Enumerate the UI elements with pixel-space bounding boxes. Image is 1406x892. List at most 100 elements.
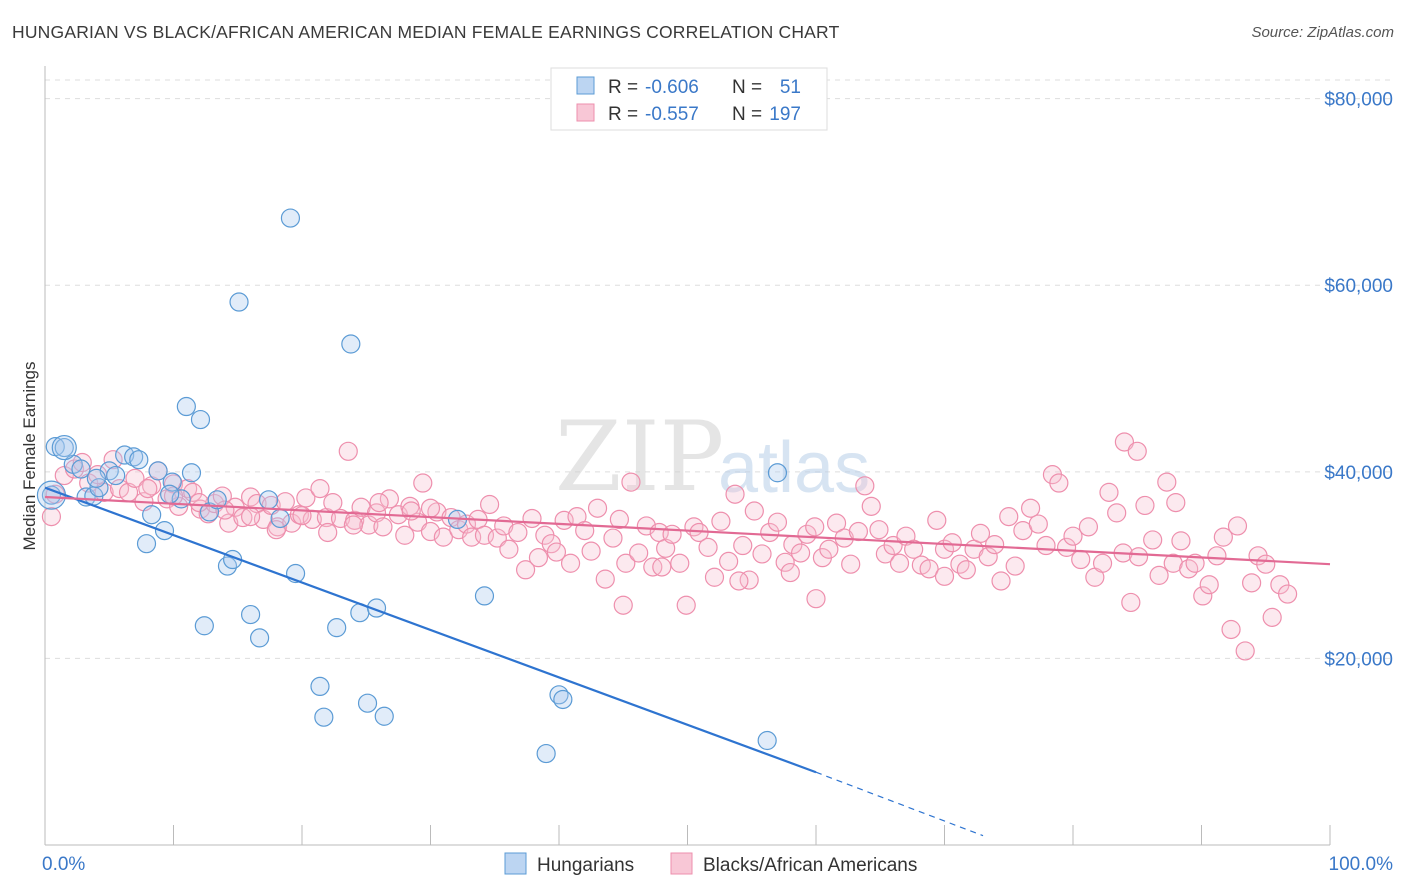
source-label: Source: ZipAtlas.com (1251, 24, 1394, 41)
hungarians-point-37 (341, 334, 361, 354)
hungarians-point-9 (106, 465, 126, 486)
trend-lines (44, 486, 1331, 837)
blacks-point-0 (41, 507, 62, 527)
blacks-point-128 (942, 533, 962, 553)
blacks-point-68 (522, 508, 542, 529)
blacks-point-79 (595, 569, 615, 589)
blacks-point-99 (733, 535, 753, 556)
y-tick-label-2: $60,000 (1324, 276, 1393, 297)
blacks-point-101 (744, 501, 764, 521)
blacks-point-123 (904, 539, 924, 559)
blacks-point-170 (1242, 573, 1262, 593)
blacks-point-149 (1092, 553, 1113, 573)
blacks-point-117 (861, 496, 881, 516)
blacks-point-183 (652, 557, 672, 577)
hungarians-point-32 (280, 208, 301, 228)
blacks-point-112 (826, 513, 847, 533)
hungarians-point-39 (357, 693, 378, 713)
blacks-point-136 (999, 507, 1019, 527)
blacks-point-135 (991, 571, 1011, 591)
blacks-point-126 (927, 510, 947, 530)
blacks-point-166 (1213, 527, 1233, 547)
bottom-legend-blacks: Blacks/African Americans (703, 855, 917, 876)
blacks-point-89 (662, 524, 682, 544)
blacks-point-121 (889, 553, 910, 573)
legend-swatch-blacks (576, 103, 595, 122)
blacks-point-144 (1056, 537, 1077, 557)
blacks-point-153 (1121, 592, 1141, 613)
legend-r-value-2: -0.557 (645, 104, 699, 125)
hungarians-point-27 (229, 292, 249, 312)
blacks-point-151 (1107, 503, 1127, 523)
blacks-point-78 (587, 498, 608, 518)
blacks-point-175 (1277, 584, 1298, 604)
blacks-point-179 (934, 566, 955, 586)
hungarians-point-49 (86, 468, 107, 488)
blacks-point-118 (869, 520, 889, 540)
hungarians-point-4 (71, 459, 91, 479)
hungarians-point-43 (474, 586, 495, 606)
blacks-point-185 (420, 498, 441, 518)
blacks-point-102 (752, 544, 772, 564)
x-tick-label-end: 100.0% (1329, 854, 1394, 875)
hungarians-point-29 (249, 628, 270, 648)
watermark: ZIP atlas (555, 401, 870, 513)
hungarians-point-22 (194, 616, 214, 636)
watermark-atlas: atlas (718, 428, 870, 508)
hungarians-point-11 (124, 447, 144, 467)
blacks-point-187 (369, 493, 389, 513)
blacks-point-83 (621, 472, 641, 492)
blacks-point-173 (1262, 607, 1282, 627)
blacks-point-146 (1071, 549, 1091, 570)
blacks-point-26 (233, 507, 253, 528)
blacks-point-115 (848, 521, 869, 542)
hungarians-point-16 (154, 521, 175, 541)
blacks-point-19 (183, 482, 203, 502)
blacks-point-103 (760, 522, 780, 543)
blacks-point-96 (711, 511, 731, 531)
blacks-point-11 (125, 468, 145, 488)
legend-r-label-1: R = (608, 77, 638, 98)
hungarians-point-large-2 (51, 434, 77, 461)
hungarians-point-36 (327, 618, 347, 638)
hungarians-point-28 (241, 604, 261, 625)
blacks-point-167 (1221, 619, 1241, 640)
hungarians-point-14 (142, 505, 162, 525)
blacks-point-140 (1028, 514, 1048, 534)
legend-n-label-2: N = (732, 104, 762, 125)
blacks-point-100 (739, 570, 759, 590)
blacks-point-125 (919, 559, 939, 579)
hungarians-point-17 (162, 472, 182, 492)
blacks-point-150 (1099, 482, 1119, 502)
blacks-point-77 (581, 541, 601, 561)
blacks-point-72 (546, 542, 567, 562)
blacks-point-23 (212, 486, 232, 506)
blacks-point-39 (323, 493, 343, 513)
blacks-point-154 (1128, 547, 1149, 567)
legend-r-value-1: -0.606 (645, 77, 699, 98)
legend-n-label-1: N = (732, 77, 762, 98)
hungarians-point-24 (207, 490, 227, 510)
blacks-point-189 (318, 522, 338, 543)
blacks-point-181 (780, 562, 800, 583)
blacks-point-164 (1199, 575, 1219, 595)
blacks-point-104 (767, 512, 788, 532)
blacks-point-109 (805, 517, 825, 537)
hungarians-point-31 (270, 508, 290, 529)
trend-line-blacks (44, 495, 1331, 566)
blacks-point-94 (698, 537, 718, 557)
y-axis-label: Median Female Earnings (20, 362, 39, 551)
hungarians-point-large-1 (36, 480, 67, 510)
blacks-point-98 (725, 484, 745, 504)
blacks-point-180 (806, 589, 826, 609)
blacks-point-63 (487, 528, 507, 548)
blacks-point-141 (1036, 535, 1056, 556)
blacks-point-80 (603, 528, 623, 548)
blacks-point-177 (1114, 432, 1135, 452)
legend-swatch-hungarians (576, 76, 595, 95)
hungarians-point-23 (199, 502, 220, 522)
hungarians-point-30 (258, 490, 279, 510)
hungarians-point-41 (374, 706, 394, 726)
hungarians-point-19 (176, 396, 196, 417)
bottom-legend: Hungarians Blacks/African Americans (504, 852, 917, 876)
